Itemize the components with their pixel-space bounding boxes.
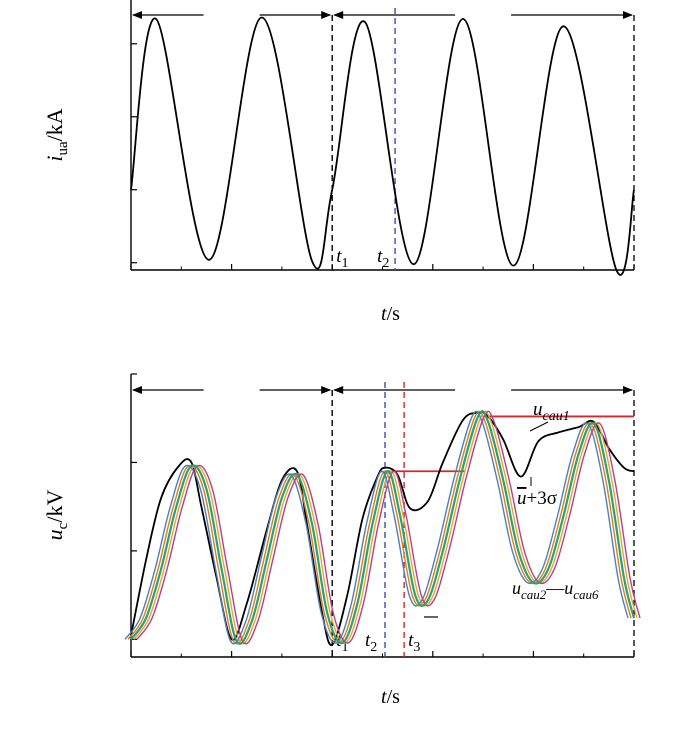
- series-cau-trace: [124, 410, 629, 645]
- y-label-main: u: [42, 529, 67, 540]
- y-label-sub: ua: [55, 141, 71, 156]
- label-ucau-dash: —: [545, 578, 565, 598]
- normal-arrow-head-right: [321, 11, 332, 19]
- fault-arrow-head-left: [333, 11, 344, 19]
- label-threshold-mean: u: [517, 488, 527, 509]
- series-ucau1: [130, 411, 635, 646]
- label-ucau2-ucau6: ucau2—ucau6: [512, 578, 599, 602]
- marker-label-t3: t3: [408, 630, 420, 655]
- x-axis-label: t/s: [381, 303, 400, 325]
- y-axis-label: uc/kV: [42, 490, 71, 541]
- x-label-main: t: [381, 303, 387, 325]
- label-ucau1-sub: cau1: [543, 409, 570, 424]
- y-label-sub: c: [55, 522, 71, 529]
- x-axis-label: t/s: [381, 686, 400, 708]
- series-cau-trace: [133, 410, 638, 645]
- marker-label-sub: 1: [341, 256, 348, 271]
- x-label-unit: /s: [387, 303, 401, 325]
- label-ucau2-sub: cau2: [521, 587, 547, 602]
- x-label-unit: /s: [387, 686, 401, 708]
- y-axis-label: iua/kA: [42, 108, 71, 161]
- marker-label-main: t: [365, 630, 371, 651]
- marker-label-sub: 2: [370, 640, 377, 655]
- y-label-main: i: [42, 156, 67, 162]
- x-label-main: t: [381, 686, 387, 708]
- series-iua: [130, 16, 635, 276]
- label-ucau1: ucau1: [533, 399, 570, 424]
- marker-label-main: t: [408, 630, 414, 651]
- normal-arrow-head-right: [321, 386, 332, 394]
- marker-label-t2: t2: [377, 246, 389, 271]
- marker-label-main: t: [336, 246, 342, 267]
- normal-arrow-head-left: [132, 11, 142, 19]
- marker-label-sub: 1: [341, 640, 348, 655]
- marker-label-t1: t1: [336, 246, 348, 271]
- marker-label-sub: 2: [382, 256, 389, 271]
- label-ucau6-sub: cau6: [573, 587, 599, 602]
- fault-arrow-head-left: [333, 386, 344, 394]
- normal-arrow-head-left: [132, 386, 142, 394]
- marker-label-main: t: [377, 246, 383, 267]
- series-cau-trace: [136, 410, 641, 645]
- label-threshold: u+3σ: [517, 488, 557, 509]
- marker-label-t2: t2: [365, 630, 377, 655]
- label-ucau6-main: u: [564, 578, 573, 598]
- series-ucau2-ucau6: [130, 410, 636, 645]
- fault-arrow-head-right: [623, 11, 633, 19]
- label-threshold-text: +3σ: [527, 488, 557, 509]
- label-ucau2-main: u: [512, 578, 521, 598]
- fault-arrow-head-right: [623, 386, 633, 394]
- marker-label-sub: 3: [413, 640, 420, 655]
- y-label-unit: /kA: [42, 108, 67, 141]
- label-ucau1-leader: [529, 421, 549, 432]
- label-ucau1-main: u: [533, 399, 543, 420]
- series-cau-trace: [127, 410, 632, 645]
- y-label-unit: /kV: [42, 490, 67, 523]
